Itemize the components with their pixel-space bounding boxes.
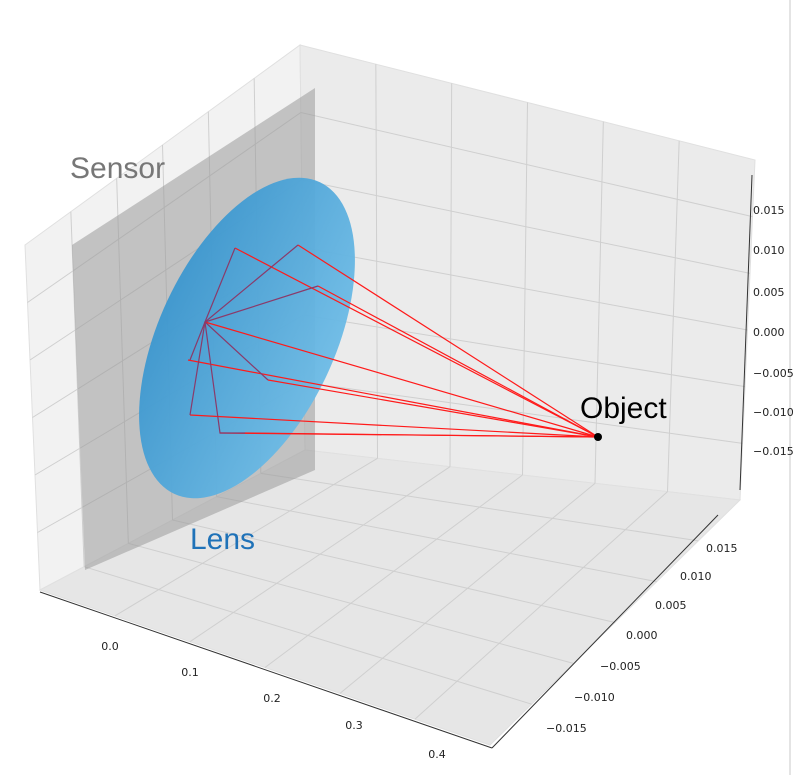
sensor-label: Sensor (70, 152, 165, 185)
x-tick-label: 0.4 (428, 748, 446, 761)
x-tick-label: 0.0 (101, 640, 119, 653)
y-tick-label: −0.005 (600, 660, 641, 673)
object-label: Object (580, 392, 667, 425)
y-tick-label: −0.010 (574, 691, 615, 704)
z-tick-label: −0.015 (753, 445, 794, 458)
object-point (594, 433, 602, 441)
y-tick-label: −0.015 (546, 722, 587, 735)
y-tick-label: 0.000 (626, 629, 658, 642)
x-tick-label: 0.3 (345, 719, 363, 732)
y-tick-label: 0.005 (655, 599, 687, 612)
z-tick-label: −0.005 (753, 367, 794, 380)
figure: Sensor Lens Object 0.0 0.1 0.2 0.3 0.4 0.015 0… (0, 0, 808, 775)
z-tick-label: 0.000 (753, 326, 785, 339)
z-tick-label: 0.015 (753, 204, 785, 217)
x-tick-label: 0.1 (181, 666, 199, 679)
y-tick-label: 0.010 (680, 570, 712, 583)
y-tick-label: 0.015 (706, 542, 738, 555)
lens-label: Lens (190, 523, 255, 556)
z-tick-label: 0.010 (753, 244, 785, 257)
z-tick-label: −0.010 (753, 406, 794, 419)
x-tick-label: 0.2 (263, 692, 281, 705)
z-tick-label: 0.005 (753, 286, 785, 299)
